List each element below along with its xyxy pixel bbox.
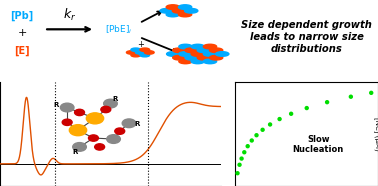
Point (348, 95, 354, 98)
Circle shape (173, 55, 186, 60)
Circle shape (140, 48, 150, 51)
Circle shape (131, 48, 141, 51)
Circle shape (203, 44, 217, 49)
Point (254, 134, 260, 137)
Circle shape (166, 5, 180, 9)
Circle shape (197, 55, 211, 60)
Circle shape (178, 5, 192, 9)
Point (368, 91, 374, 94)
Text: $k_r$: $k_r$ (63, 7, 76, 23)
Circle shape (191, 52, 204, 56)
Circle shape (167, 52, 180, 56)
Circle shape (131, 53, 141, 57)
Circle shape (172, 9, 186, 13)
Text: +: + (17, 28, 27, 38)
Circle shape (203, 59, 217, 64)
Y-axis label: [NC] (μM): [NC] (μM) (374, 117, 378, 151)
Point (260, 128, 266, 131)
Text: [PbE]$_i$: [PbE]$_i$ (105, 23, 133, 36)
Circle shape (144, 51, 154, 54)
Circle shape (178, 12, 192, 17)
Point (288, 112, 294, 115)
Point (324, 101, 330, 104)
Point (241, 151, 247, 154)
Circle shape (184, 9, 198, 13)
Circle shape (203, 52, 217, 56)
Point (304, 107, 310, 110)
Point (234, 172, 240, 175)
Point (239, 157, 245, 160)
Circle shape (185, 48, 198, 53)
Circle shape (135, 51, 145, 54)
Text: +: + (137, 40, 144, 49)
Circle shape (126, 51, 136, 54)
Point (249, 139, 255, 142)
Circle shape (209, 48, 223, 53)
Text: Size dependent growth
leads to narrow size
distributions: Size dependent growth leads to narrow si… (241, 20, 372, 54)
Circle shape (173, 48, 186, 53)
Circle shape (209, 55, 223, 60)
Point (267, 123, 273, 126)
Circle shape (179, 44, 192, 49)
Point (277, 118, 283, 121)
Circle shape (160, 9, 174, 13)
Circle shape (197, 48, 211, 53)
Point (245, 145, 251, 148)
Circle shape (191, 59, 204, 64)
Circle shape (185, 55, 198, 60)
Text: [E]: [E] (14, 46, 30, 56)
Circle shape (179, 59, 192, 64)
Text: [Pb]: [Pb] (11, 10, 34, 21)
Circle shape (191, 44, 204, 49)
Point (237, 163, 243, 166)
Circle shape (166, 12, 180, 17)
Circle shape (215, 52, 229, 56)
Text: Slow
Nucleation: Slow Nucleation (293, 134, 344, 154)
Circle shape (140, 53, 150, 57)
Circle shape (179, 52, 192, 56)
